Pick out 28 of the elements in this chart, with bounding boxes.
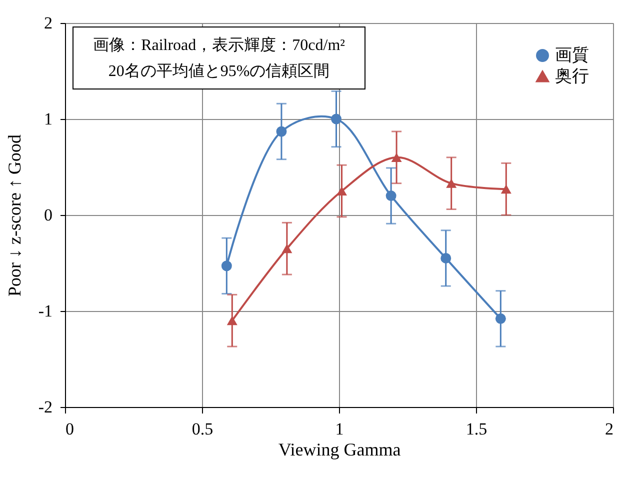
y-tick-label: 0 — [44, 206, 52, 224]
annotation: 画像：Railroad，表示輝度：70cd/m² — [93, 36, 346, 54]
point — [386, 190, 396, 202]
point — [221, 260, 232, 272]
y-tick-label: 1 — [44, 110, 52, 128]
point — [226, 316, 238, 326]
point — [440, 252, 452, 264]
x-tick-label: 2 — [605, 420, 614, 438]
y-tick-label: 2 — [44, 14, 52, 32]
point — [495, 313, 506, 324]
x-tick-label: 1 — [335, 420, 344, 438]
x-tick-label: 0.5 — [192, 420, 214, 438]
legend-label: 奥行 — [555, 66, 589, 86]
y-tick-label: -2 — [38, 398, 52, 416]
legend-label: 画質 — [555, 46, 589, 64]
point — [331, 114, 342, 124]
y-axis-title: Poor ↓ z-score ↑ Good — [4, 134, 24, 296]
point — [336, 186, 347, 196]
annotation: 20名の平均値と95%の信頼区間 — [108, 63, 330, 80]
x-tick-label: 1.5 — [466, 420, 488, 438]
point — [446, 178, 457, 188]
y-tick-label: -1 — [38, 302, 52, 320]
point — [500, 184, 512, 194]
x-axis-title: Viewing Gamma — [278, 440, 401, 460]
point — [391, 152, 402, 162]
point — [282, 244, 292, 254]
x-tick-label: 0 — [66, 420, 74, 438]
point — [276, 126, 287, 137]
